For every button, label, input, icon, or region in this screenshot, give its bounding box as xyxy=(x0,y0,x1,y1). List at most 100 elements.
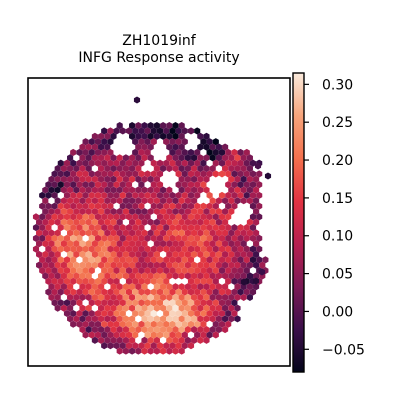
spot xyxy=(60,218,67,226)
spot xyxy=(63,213,71,221)
spot xyxy=(147,186,154,194)
spot xyxy=(178,175,185,183)
spot xyxy=(122,175,129,183)
spot xyxy=(73,197,80,205)
spot xyxy=(218,213,226,221)
spot xyxy=(153,229,160,237)
spot xyxy=(181,267,188,275)
spot xyxy=(200,213,207,221)
spot xyxy=(249,191,257,199)
spot xyxy=(94,256,102,264)
spot xyxy=(240,272,247,280)
spot xyxy=(91,293,98,301)
spot xyxy=(156,159,164,167)
spot xyxy=(156,181,164,189)
spot xyxy=(79,293,86,301)
spot xyxy=(234,272,241,280)
spot xyxy=(141,143,148,151)
spot xyxy=(153,272,160,280)
spot xyxy=(200,170,207,178)
spot xyxy=(222,240,229,248)
spot xyxy=(116,347,123,355)
spot xyxy=(70,181,77,189)
spot xyxy=(54,218,61,226)
spot xyxy=(166,229,173,237)
spot xyxy=(51,213,58,221)
spot xyxy=(94,181,102,189)
spot xyxy=(76,170,83,178)
spot xyxy=(122,336,129,344)
spot xyxy=(82,202,89,210)
spot xyxy=(42,250,49,258)
spot xyxy=(135,272,142,280)
spot xyxy=(194,127,201,135)
spot xyxy=(132,277,139,285)
spot xyxy=(132,331,139,339)
spot xyxy=(197,186,204,194)
spot xyxy=(85,164,92,173)
spot xyxy=(107,267,114,275)
spot xyxy=(203,261,210,269)
spot xyxy=(222,272,229,280)
spot xyxy=(107,234,114,242)
spot xyxy=(212,320,219,328)
spot xyxy=(187,127,195,135)
spot xyxy=(175,288,182,296)
spot xyxy=(51,299,58,307)
spot xyxy=(125,170,133,178)
spot xyxy=(45,288,52,296)
spot xyxy=(138,256,145,264)
spot xyxy=(194,267,201,275)
spot xyxy=(169,191,176,199)
spot xyxy=(79,143,86,151)
spot xyxy=(63,181,71,189)
spot xyxy=(194,213,201,221)
spot xyxy=(98,240,105,248)
spot xyxy=(156,224,164,232)
spot xyxy=(175,181,182,189)
spot xyxy=(125,202,133,210)
spot xyxy=(150,127,157,135)
spot xyxy=(82,320,89,328)
spot xyxy=(150,320,157,328)
spot xyxy=(39,213,46,221)
spot xyxy=(172,122,179,130)
spot xyxy=(231,288,238,296)
spot xyxy=(88,202,95,210)
spot xyxy=(150,267,157,275)
spot xyxy=(184,229,191,237)
spot xyxy=(104,164,111,173)
spot xyxy=(144,138,151,146)
spot xyxy=(101,299,108,307)
spot xyxy=(129,122,136,130)
spot xyxy=(36,229,43,237)
spot xyxy=(163,342,170,350)
spot xyxy=(237,191,244,199)
spot xyxy=(144,170,151,178)
spot xyxy=(144,288,151,296)
spot xyxy=(85,143,92,151)
spot xyxy=(98,143,105,151)
spot xyxy=(209,283,216,291)
spot xyxy=(57,224,64,232)
spot xyxy=(184,293,191,301)
spot xyxy=(169,148,176,156)
spot xyxy=(150,277,157,285)
spot xyxy=(135,175,142,183)
spot xyxy=(175,342,182,350)
spot xyxy=(45,234,52,242)
spot xyxy=(36,240,43,248)
spot xyxy=(156,277,164,285)
spot xyxy=(215,261,222,269)
spot xyxy=(215,207,222,216)
spot xyxy=(135,229,142,237)
spot xyxy=(45,277,52,285)
spot xyxy=(88,245,95,253)
spot xyxy=(209,229,216,237)
spot xyxy=(175,213,182,221)
spot xyxy=(67,293,74,301)
spot xyxy=(85,283,92,291)
spot xyxy=(153,261,160,269)
spot xyxy=(178,240,185,248)
spot xyxy=(76,213,83,221)
